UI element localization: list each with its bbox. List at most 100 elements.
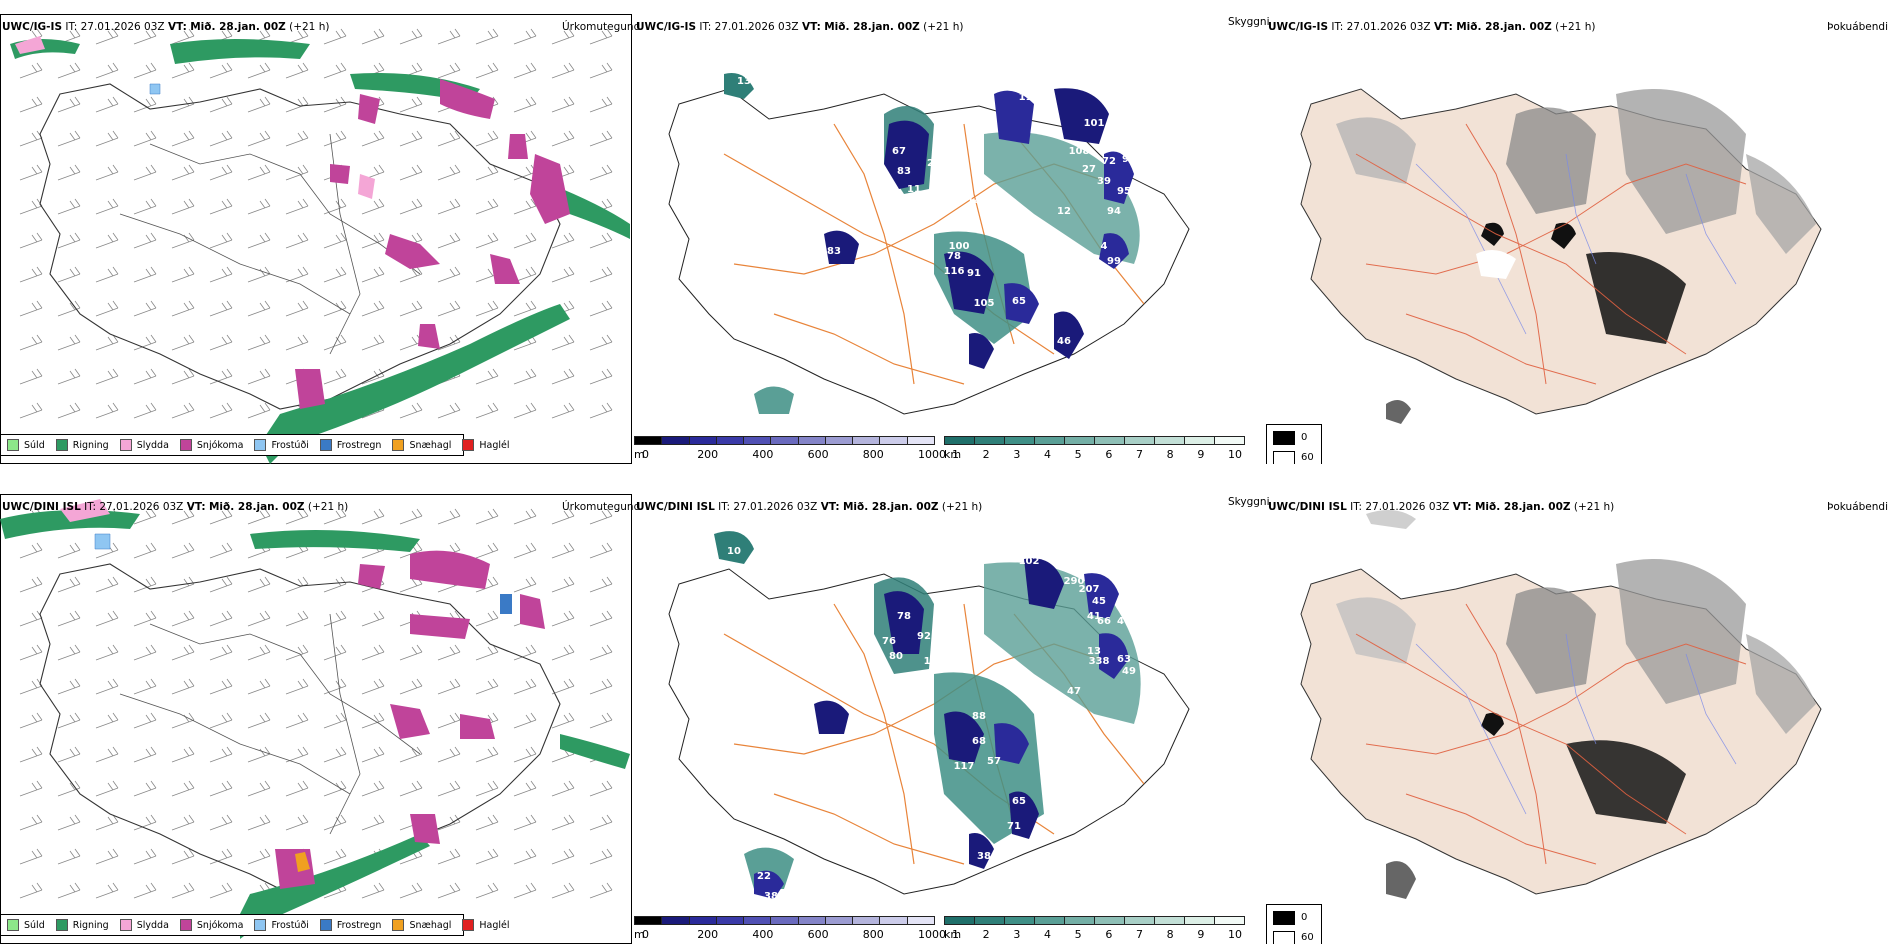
legend-swatch [319,919,332,931]
wind-barb [133,334,157,351]
precip-type-legend: Súld Rigning Slydda Snjókoma Frostúði Fr… [0,434,510,456]
wind-barb [95,96,119,113]
wind-barb [57,232,81,249]
cloud-base-label: 105 [974,298,995,309]
cloud-base-label: 290 [1064,576,1085,587]
wind-barb [551,96,575,113]
wind-barb [247,712,271,729]
wind-barb [323,780,347,797]
cloud-base-label: 78 [947,251,961,262]
wind-barb [247,334,271,351]
wind-barb [171,164,195,181]
wind-barb [513,368,537,385]
cloud-base-label: 72 [1102,156,1116,167]
fog-panel-top: 0 60 [1266,14,1900,464]
wind-barb [323,334,347,351]
cloud-base-label: 114 [1019,92,1040,103]
wind-barb [589,882,613,899]
wind-barb [361,780,385,797]
cloud-base-label: 49 [1122,666,1136,677]
colorbar-segment [661,436,690,445]
wind-barb [247,814,271,831]
cloud-base-label: 65 [1012,796,1026,807]
colorbar-segment [1094,916,1125,925]
cloud-base-label: 102 [1019,556,1040,567]
cloud-base-label: 65 [1127,726,1141,737]
wind-barb [323,678,347,695]
cloud-base-label: 38 [764,891,778,902]
colorbar-tick-label: 4 [1044,928,1051,941]
cloud-base-label: 68 [972,736,986,747]
cloud-base-label: 106 [924,656,945,667]
wind-barb [399,780,423,797]
colorbar-tick-label: 6 [1105,448,1113,461]
wind-barb [285,266,309,283]
wind-barb [475,644,499,661]
wind-barb [19,542,43,559]
wind-barb [551,368,575,385]
wind-barb [247,300,271,317]
wind-barb [57,610,81,627]
wind-barb [513,402,537,419]
wind-barb [95,644,119,661]
cloud-base-label: 57 [987,756,1001,767]
colorbar-tick-label: 8 [1166,448,1174,461]
colorbar-segment [1124,436,1155,445]
wind-barb [323,130,347,147]
wind-barb [285,780,309,797]
cloud-base-label: 117 [954,761,975,772]
wind-barb [323,508,347,525]
wind-barb [57,644,81,661]
wind-barb [171,130,195,147]
wind-barb [57,334,81,351]
wind-barb [475,130,499,147]
fog-legend: 0 60 [1266,424,1322,464]
wind-barb [475,232,499,249]
wind-barb [589,402,613,419]
wind-barb [171,542,195,559]
colorbar-tick-label: 10 [1228,448,1242,461]
wind-barb [399,508,423,525]
colorbar-tick-label: 1000 [918,928,946,941]
wind-barb [95,882,119,899]
wind-barb [323,96,347,113]
legend-swatch [254,919,267,931]
wind-barb [513,814,537,831]
wind-barb [323,746,347,763]
wind-barb [513,300,537,317]
colorbar-segment [1154,436,1185,445]
wind-barb [209,644,233,661]
wind-barb [551,848,575,865]
wind-barb [133,164,157,181]
wind-barb [475,746,499,763]
wind-barb [133,232,157,249]
wind-barb [323,576,347,593]
wind-barb [171,882,195,899]
colorbar-segment [1034,916,1065,925]
wind-barb [475,28,499,45]
cloud-base-label: 65 [1012,296,1026,307]
cloud-base-label: 46 [1057,336,1071,347]
wind-barb [95,130,119,147]
wind-barb [513,882,537,899]
wind-barb [57,576,81,593]
wind-barb [437,746,461,763]
colorbar-segment [715,916,745,925]
colorbar-tick-label: 1 [952,448,959,461]
cloud-base-label: 91 [967,268,981,279]
wind-barb [133,542,157,559]
cloud-base-label: 91 [1122,154,1136,165]
cloud-base-label: 99 [1107,256,1121,267]
cloud-base-label: 76 [882,636,896,647]
wind-barb [589,848,613,865]
legend-swatch [179,439,192,451]
wind-barb [247,508,271,525]
cloud-base-label: 47 [1067,686,1081,697]
colorbar-tick-label: 600 [807,448,829,461]
wind-barb [247,266,271,283]
wind-barb [133,644,157,661]
wind-barb [361,232,385,249]
wind-barb [95,232,119,249]
wind-barb [171,746,195,763]
cloud-base-label: 116 [944,266,965,277]
